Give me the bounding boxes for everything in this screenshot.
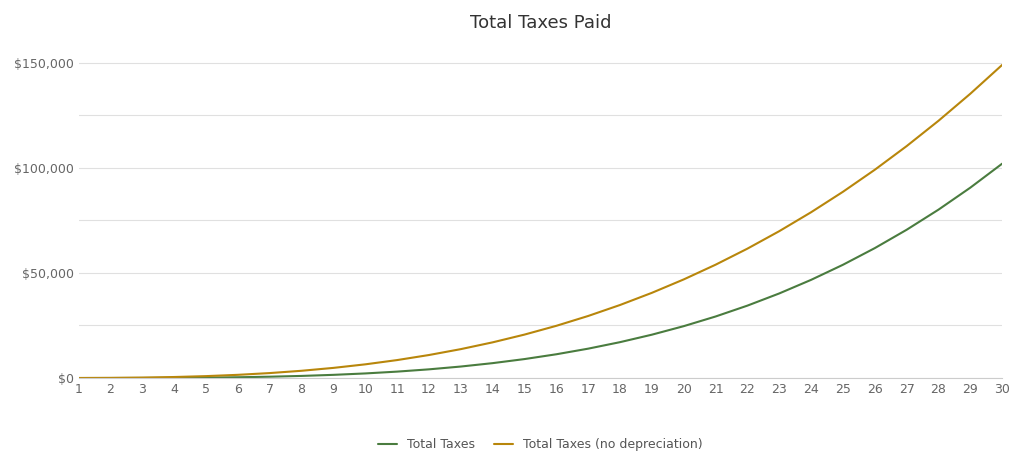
Total Taxes (no depreciation) [613,302,626,308]
Total Taxes [550,351,562,357]
Total Taxes [295,373,307,378]
Line: Total Taxes (no depreciation): Total Taxes (no depreciation) [79,65,1002,378]
Total Taxes (no depreciation) [486,340,499,345]
Total Taxes (no depreciation) [518,332,530,337]
Total Taxes [900,227,912,232]
Total Taxes (no depreciation) [328,365,340,371]
Total Taxes [423,366,435,372]
Total Taxes [868,245,881,251]
Total Taxes (no depreciation) [168,374,180,380]
Total Taxes (no depreciation) [805,209,817,215]
Total Taxes [486,361,499,366]
Total Taxes (no depreciation) [710,262,722,267]
Total Taxes [965,185,977,190]
Title: Total Taxes Paid: Total Taxes Paid [470,14,611,32]
Total Taxes [231,374,244,380]
Total Taxes (no depreciation) [550,323,562,329]
Total Taxes (no depreciation) [391,357,403,363]
Total Taxes (no depreciation) [263,370,275,376]
Total Taxes (no depreciation) [455,346,467,352]
Total Taxes (no depreciation) [996,62,1009,68]
Total Taxes [263,374,275,379]
Total Taxes (no depreciation) [73,375,85,381]
Total Taxes [678,324,690,329]
Total Taxes [104,375,117,381]
Total Taxes (no depreciation) [932,118,944,124]
Total Taxes [710,314,722,319]
Total Taxes [773,291,785,296]
Total Taxes (no depreciation) [837,189,849,195]
Total Taxes (no depreciation) [965,91,977,96]
Total Taxes [200,375,212,380]
Total Taxes [391,369,403,374]
Line: Total Taxes: Total Taxes [79,164,1002,378]
Total Taxes (no depreciation) [104,375,117,381]
Total Taxes [73,375,85,381]
Total Taxes [582,346,594,351]
Total Taxes [328,372,340,378]
Total Taxes (no depreciation) [741,246,754,251]
Total Taxes [136,375,148,381]
Total Taxes [996,161,1009,166]
Total Taxes [168,375,180,381]
Total Taxes [518,356,530,362]
Total Taxes (no depreciation) [295,368,307,373]
Total Taxes (no depreciation) [136,375,148,380]
Total Taxes (no depreciation) [646,290,658,296]
Total Taxes (no depreciation) [773,228,785,234]
Total Taxes (no depreciation) [423,352,435,358]
Legend: Total Taxes, Total Taxes (no depreciation): Total Taxes, Total Taxes (no depreciatio… [374,433,708,456]
Total Taxes [837,262,849,267]
Total Taxes [455,364,467,369]
Total Taxes [741,303,754,308]
Total Taxes (no depreciation) [200,373,212,379]
Total Taxes (no depreciation) [678,277,690,282]
Total Taxes [359,371,372,376]
Total Taxes [646,332,658,337]
Total Taxes (no depreciation) [582,313,594,319]
Total Taxes (no depreciation) [900,143,912,149]
Total Taxes (no depreciation) [868,167,881,172]
Total Taxes [932,207,944,213]
Total Taxes (no depreciation) [359,361,372,367]
Total Taxes [805,277,817,283]
Total Taxes [613,339,626,345]
Total Taxes (no depreciation) [231,372,244,378]
